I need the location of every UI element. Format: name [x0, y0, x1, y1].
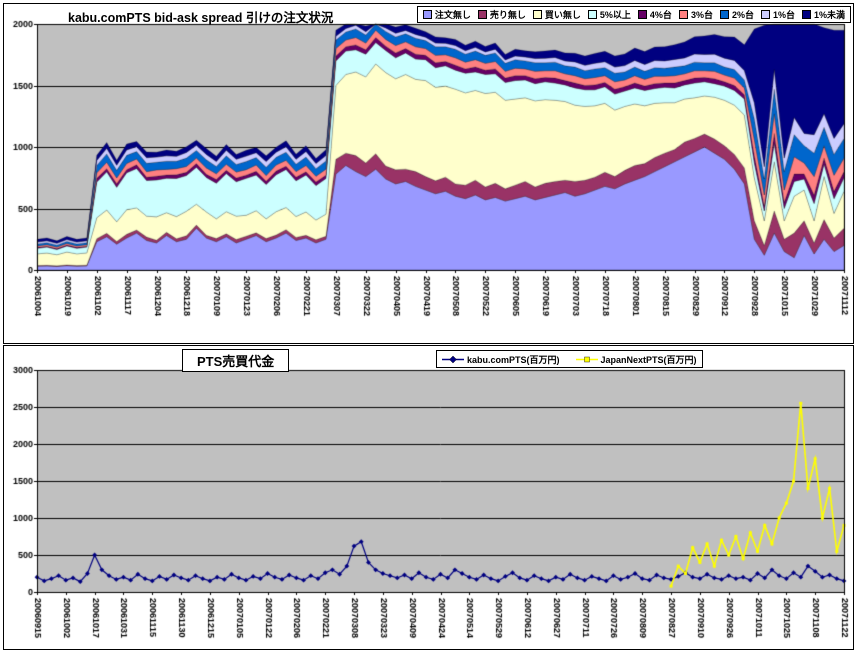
legend-marker-icon	[575, 356, 598, 362]
volume-chart-canvas	[4, 346, 851, 647]
legend-label: 売り無し	[489, 10, 526, 20]
legend-swatch-icon	[422, 10, 432, 19]
volume-chart-panel: PTS売買代金 kabu.comPTS(百万円) JapanNextPTS(百万円…	[3, 345, 854, 650]
spread-chart-legend: 注文無し 売り無し 買い無し 5%以上 4%台 3%台 2%台 1%台 1%未満	[416, 6, 851, 23]
legend-item-0: 注文無し	[422, 8, 471, 21]
legend-swatch-icon	[637, 10, 647, 19]
spread-chart-panel: kabu.comPTS bid-ask spread 引けの注文状況 注文無し 売…	[3, 3, 854, 344]
legend-swatch-icon	[760, 10, 770, 19]
legend-swatch-icon	[477, 10, 487, 19]
legend-label: 4%台	[649, 10, 672, 20]
legend-label: 5%以上	[599, 10, 631, 20]
legend-swatch-icon	[678, 10, 688, 19]
legend-swatch-icon	[801, 10, 811, 19]
legend-label: 注文無し	[434, 10, 471, 20]
legend-swatch-icon	[532, 10, 542, 19]
legend-item-4: 4%台	[637, 8, 672, 21]
legend-item-5: 3%台	[678, 8, 713, 21]
legend-item-8: 1%未満	[801, 8, 845, 21]
spread-chart-canvas	[4, 4, 851, 341]
legend-item-1: JapanNextPTS(百万円)	[575, 353, 697, 366]
legend-item-7: 1%台	[760, 8, 795, 21]
volume-chart-title: PTS売買代金	[182, 349, 290, 372]
legend-item-3: 5%以上	[587, 8, 631, 21]
legend-item-2: 買い無し	[532, 8, 581, 21]
volume-chart-legend: kabu.comPTS(百万円) JapanNextPTS(百万円)	[436, 350, 703, 368]
legend-swatch-icon	[719, 10, 729, 19]
legend-label: 2%台	[731, 10, 754, 20]
legend-label: 買い無し	[544, 10, 581, 20]
legend-label: 3%台	[690, 10, 713, 20]
legend-item-1: 売り無し	[477, 8, 526, 21]
legend-item-0: kabu.comPTS(百万円)	[442, 353, 560, 366]
spread-chart-title: kabu.comPTS bid-ask spread 引けの注文状況	[68, 11, 334, 25]
legend-label: 1%未満	[813, 10, 845, 20]
legend-label: JapanNextPTS(百万円)	[600, 354, 697, 365]
legend-swatch-icon	[587, 10, 597, 19]
legend-marker-icon	[442, 355, 464, 363]
legend-label: 1%台	[772, 10, 795, 20]
legend-item-6: 2%台	[719, 8, 754, 21]
legend-label: kabu.comPTS(百万円)	[467, 354, 560, 365]
